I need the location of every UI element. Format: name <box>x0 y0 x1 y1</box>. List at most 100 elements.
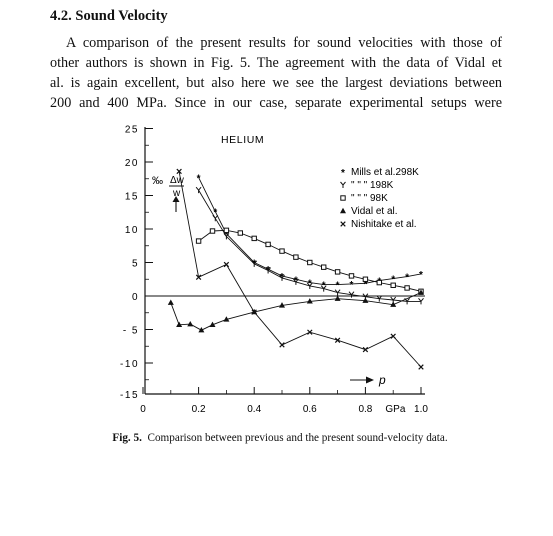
legend-item: * Mills et al.298K <box>341 167 419 179</box>
legend-label: Nishitake et al. <box>351 219 417 230</box>
square-marker <box>210 229 214 233</box>
square-marker <box>266 242 270 246</box>
x-axis-pressure-arrow <box>350 377 374 384</box>
x-tick-label: 0.4 <box>247 404 261 415</box>
star-marker: * <box>419 270 423 281</box>
series-1: **************** <box>197 173 423 291</box>
caption-text: Comparison between previous and the pres… <box>148 432 448 444</box>
data-point <box>224 228 228 232</box>
data-point: * <box>350 280 354 291</box>
x-tick-label: 0.6 <box>303 404 317 415</box>
x-marker <box>224 262 229 267</box>
x-marker <box>363 347 368 352</box>
data-point <box>308 260 312 264</box>
square-marker <box>294 255 298 259</box>
star-marker: * <box>350 280 354 291</box>
x-marker <box>280 343 285 348</box>
y-axis-unit: ‰ <box>152 175 163 187</box>
square-marker <box>238 231 242 235</box>
legend-label: Mills et al.298K <box>351 167 419 178</box>
data-point <box>363 347 368 352</box>
data-point <box>308 330 313 335</box>
star-marker: * <box>405 273 409 284</box>
star-marker: * <box>341 168 345 179</box>
data-point <box>168 300 174 305</box>
x-axis-label: p <box>378 373 386 387</box>
data-point <box>210 229 214 233</box>
y-tick-label: 20 <box>125 158 139 169</box>
series-line <box>171 293 421 331</box>
square-marker <box>349 274 353 278</box>
x-marker <box>308 330 313 335</box>
y-tick-label: 10 <box>125 225 139 236</box>
y-tick-label: -15 <box>120 390 139 401</box>
square-marker <box>405 286 409 290</box>
x-tick-label: 0 <box>140 404 146 415</box>
data-point <box>405 286 409 290</box>
x-tick-label: 1.0 <box>414 404 428 415</box>
data-point <box>238 231 242 235</box>
legend-item: " " " 198K <box>341 180 394 191</box>
data-point: * <box>197 173 201 184</box>
data-point: * <box>419 270 423 281</box>
data-point <box>266 242 270 246</box>
caption-label: Fig. 5. <box>112 432 142 444</box>
square-marker <box>252 236 256 240</box>
triangle-marker <box>168 300 174 305</box>
square-marker <box>308 260 312 264</box>
chart-title: HELIUM <box>221 134 264 146</box>
square-marker <box>363 277 367 281</box>
y-tick-label: 15 <box>125 192 139 203</box>
x-marker <box>341 222 346 227</box>
data-point <box>280 249 284 253</box>
square-marker <box>391 283 395 287</box>
data-point <box>294 255 298 259</box>
square-marker <box>335 270 339 274</box>
data-point: * <box>405 273 409 284</box>
data-point <box>391 334 396 339</box>
square-marker <box>322 265 326 269</box>
figure-caption: Fig. 5. Comparison between previous and … <box>100 431 460 446</box>
star-marker: * <box>197 173 201 184</box>
data-point <box>252 236 256 240</box>
data-point <box>335 270 339 274</box>
data-point <box>363 277 367 281</box>
svg-text:Δw: Δw <box>170 175 185 186</box>
legend-label: " " " 198K <box>351 180 394 191</box>
legend-item: " " " 98K <box>341 193 388 204</box>
y-tick-label: 5 <box>132 259 139 270</box>
square-marker <box>196 239 200 243</box>
legend-item: Vidal et al. <box>340 206 398 217</box>
y-marker <box>341 182 346 188</box>
data-point: * <box>336 281 340 292</box>
x-marker <box>335 338 340 343</box>
data-point <box>341 196 345 200</box>
x-marker <box>391 334 396 339</box>
data-point <box>377 280 381 284</box>
data-point <box>341 222 346 227</box>
data-point <box>224 262 229 267</box>
y-tick-label: 0 <box>132 292 139 303</box>
legend-label: Vidal et al. <box>351 206 398 217</box>
chart-legend: * Mills et al.298K " " " 198K " " " 98K Vida… <box>340 167 419 230</box>
y-tick-label: 25 <box>125 125 139 136</box>
data-point: * <box>341 168 345 179</box>
x-marker <box>419 365 424 370</box>
data-point <box>341 182 346 188</box>
x-tick-label: 0.8 <box>358 404 372 415</box>
y-axis-label: Δw w <box>169 175 185 212</box>
legend-item: Nishitake et al. <box>341 219 417 230</box>
square-marker <box>280 249 284 253</box>
square-marker <box>377 280 381 284</box>
star-marker: * <box>336 281 340 292</box>
data-point <box>280 343 285 348</box>
legend-label: " " " 98K <box>351 193 388 204</box>
y-tick-label: - 5 <box>123 326 139 337</box>
square-marker <box>341 196 345 200</box>
x-unit-label: GPa <box>385 404 405 415</box>
data-point <box>419 365 424 370</box>
data-point <box>335 338 340 343</box>
series-2 <box>196 187 423 304</box>
data-point <box>187 321 193 326</box>
